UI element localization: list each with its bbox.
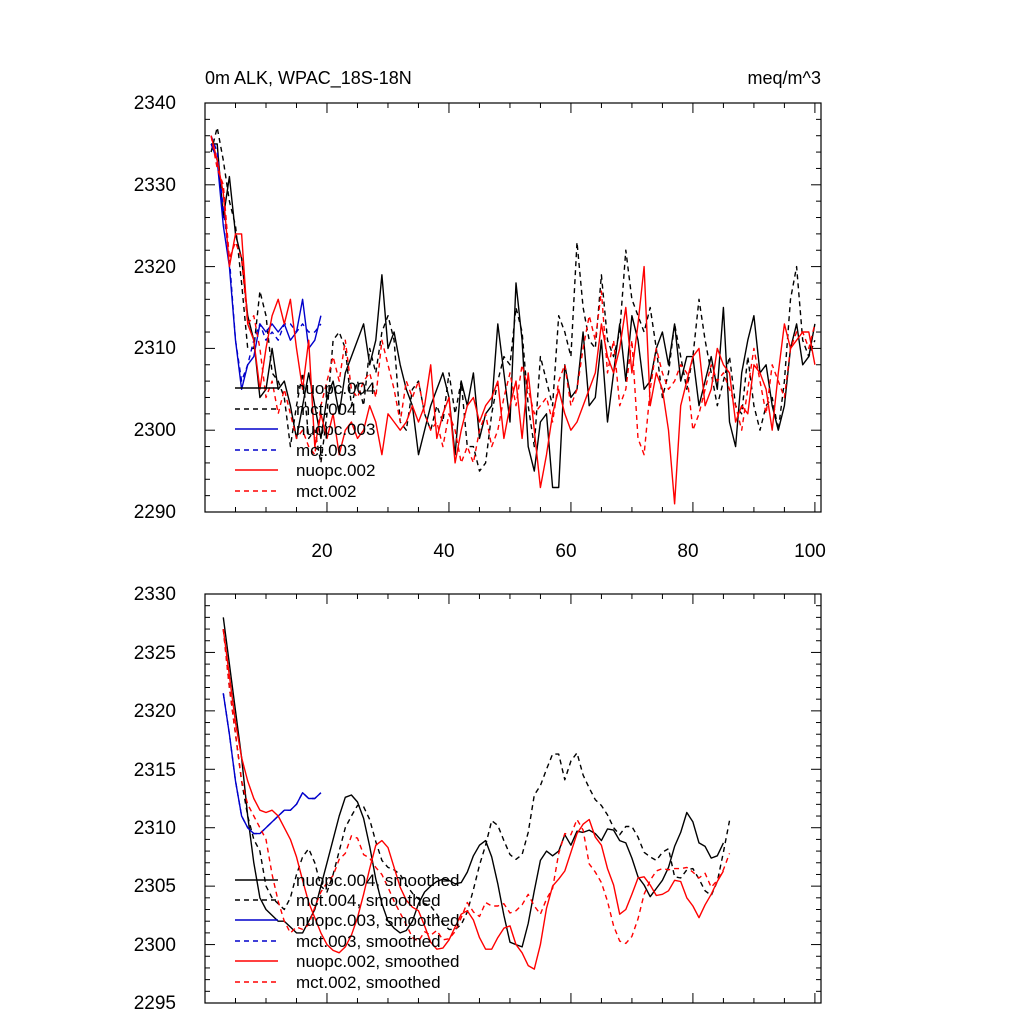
y-tick-label: 2320 bbox=[134, 257, 176, 278]
x-tick-label: 40 bbox=[433, 541, 454, 562]
bottom-ticks bbox=[205, 593, 821, 1004]
legend-label: mct.003 bbox=[296, 441, 356, 460]
y-tick-label: 2325 bbox=[134, 643, 176, 664]
y-tick-label: 2305 bbox=[134, 876, 176, 897]
legend-label: nuopc.002 bbox=[296, 461, 375, 480]
top-legend: nuopc.004 mct.004 nuopc.003 mct.003 nuop… bbox=[235, 379, 375, 501]
y-tick-label: 2320 bbox=[134, 701, 176, 722]
y-tick-label: 2310 bbox=[134, 338, 176, 359]
top-panel: 0m ALK, WPAC_18S-18N meq/m^3 2290 2300 2… bbox=[134, 68, 826, 562]
legend-label: nuopc.002, smoothed bbox=[296, 952, 460, 971]
y-tick-label: 2310 bbox=[134, 818, 176, 839]
chart-title: 0m ALK, WPAC_18S-18N bbox=[205, 68, 412, 89]
series-line-mct-004-smoothed bbox=[222, 629, 731, 931]
x-tick-label: 20 bbox=[311, 541, 332, 562]
series-line-mct-002-smoothed bbox=[222, 629, 731, 945]
legend-label: nuopc.003 bbox=[296, 420, 375, 439]
top-plot-frame bbox=[204, 102, 822, 513]
x-tick-label: 60 bbox=[555, 541, 576, 562]
legend-label: mct.002 bbox=[296, 482, 356, 501]
y-tick-label: 2300 bbox=[134, 935, 176, 956]
series-line-mct-003-smoothed bbox=[222, 693, 322, 835]
bottom-series-lines bbox=[222, 617, 731, 970]
legend-label: nuopc.004, smoothed bbox=[296, 871, 460, 890]
units-label: meq/m^3 bbox=[748, 68, 821, 88]
y-tick-label: 2340 bbox=[134, 93, 176, 114]
top-ticks bbox=[205, 102, 821, 513]
series-line-nuopc-003-smoothed bbox=[222, 693, 322, 835]
top-series-lines bbox=[210, 126, 816, 505]
x-tick-label: 80 bbox=[677, 541, 698, 562]
series-line-nuopc-002 bbox=[210, 135, 816, 505]
bottom-legend: nuopc.004, smoothed mct.004, smoothed nu… bbox=[235, 871, 460, 992]
y-tick-label: 2290 bbox=[134, 502, 176, 523]
y-tick-label: 2295 bbox=[134, 993, 176, 1014]
bottom-plot-frame bbox=[204, 593, 822, 1004]
series-line-nuopc-004-smoothed bbox=[222, 617, 725, 948]
bottom-panel: 2295 2300 2305 2310 2315 2320 2325 2330 … bbox=[134, 584, 822, 1014]
series-line-mct-002 bbox=[210, 135, 816, 464]
legend-label: mct.004, smoothed bbox=[296, 891, 441, 910]
legend-label: mct.004 bbox=[296, 400, 356, 419]
y-tick-label: 2330 bbox=[134, 175, 176, 196]
legend-label: mct.003, smoothed bbox=[296, 932, 441, 951]
y-tick-label: 2300 bbox=[134, 420, 176, 441]
y-tick-label: 2315 bbox=[134, 760, 176, 781]
series-line-mct-004 bbox=[210, 126, 816, 472]
x-tick-label: 100 bbox=[794, 541, 826, 562]
legend-label: nuopc.003, smoothed bbox=[296, 911, 460, 930]
y-tick-label: 2330 bbox=[134, 584, 176, 605]
legend-label: nuopc.004 bbox=[296, 379, 375, 398]
series-line-mct-003 bbox=[210, 135, 322, 382]
series-line-nuopc-002-smoothed bbox=[222, 629, 725, 970]
legend-label: mct.002, smoothed bbox=[296, 973, 441, 992]
